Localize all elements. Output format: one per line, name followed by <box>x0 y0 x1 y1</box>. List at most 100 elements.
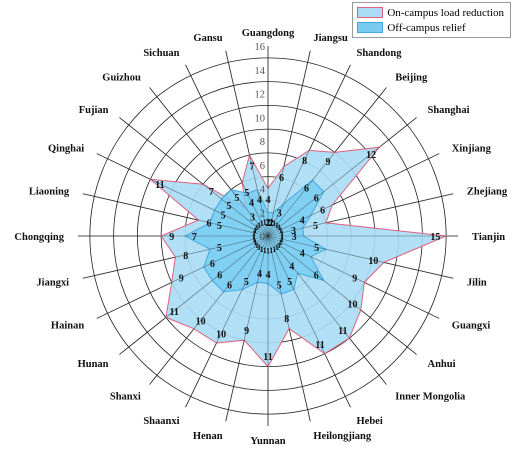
data-label-outer: 9 <box>179 274 184 285</box>
data-label-outer: 7 <box>249 161 254 172</box>
radial-tick-label: 4 <box>260 185 266 196</box>
data-label-center: 1 <box>266 218 270 227</box>
data-label-inner: 4 <box>289 262 294 273</box>
data-label-center: 1 <box>252 229 256 238</box>
grid-spoke-overlay <box>82 235 269 279</box>
data-label-inner: 5 <box>234 193 239 204</box>
data-label-center: 1 <box>272 245 276 254</box>
legend-item-on-campus: On-campus load reduction <box>357 5 504 20</box>
grid-spoke-overlay <box>225 50 269 237</box>
grid-spoke-overlay <box>267 50 311 237</box>
data-label-outer: 11 <box>315 340 324 351</box>
data-label-center: 1 <box>266 246 270 255</box>
category-label: Heilongjiang <box>313 431 372 442</box>
data-label-inner: 4 <box>266 270 271 281</box>
data-label-outer: 10 <box>196 317 206 328</box>
category-label: Beijing <box>395 73 428 84</box>
data-label-center: 1 <box>252 232 256 241</box>
category-label: Jiangxi <box>36 277 69 288</box>
data-label-inner: 5 <box>217 243 222 254</box>
data-label-center: 1 <box>280 232 284 241</box>
legend: On-campus load reduction Off-campus reli… <box>352 2 511 38</box>
data-label-outer: 10 <box>348 299 358 310</box>
category-label: Sichuan <box>143 48 179 59</box>
grid-spoke-overlay <box>267 235 454 279</box>
data-label-center: 1 <box>252 235 256 244</box>
data-label-inner: 5 <box>244 277 249 288</box>
data-label-outer: 9 <box>326 157 331 168</box>
data-label-inner: 5 <box>277 281 282 292</box>
data-label-inner: 5 <box>314 243 319 254</box>
data-label-inner: 6 <box>217 271 222 282</box>
data-label-center: 1 <box>280 229 284 238</box>
category-label: Henan <box>193 431 223 442</box>
data-label-outer: 5 <box>244 188 249 199</box>
category-label: Guangxi <box>452 321 491 332</box>
category-label: Anhui <box>428 359 456 370</box>
data-label-inner: 2 <box>269 218 274 229</box>
data-label-inner: 4 <box>257 195 262 206</box>
grid-spoke-overlay <box>96 235 269 319</box>
category-label: Hebei <box>357 416 383 427</box>
data-label-outer: 6 <box>320 206 325 217</box>
category-label: Tianjin <box>472 232 505 243</box>
category-label: Guizhou <box>102 73 141 84</box>
category-label: Hainan <box>51 321 84 332</box>
data-label-center: 1 <box>275 243 279 252</box>
category-label: Zhejiang <box>467 187 508 198</box>
radial-tick-label: 14 <box>255 66 266 77</box>
radial-tick-label: 10 <box>255 113 266 124</box>
data-label-outer: 9 <box>352 274 357 285</box>
data-label-center: 1 <box>277 241 281 250</box>
data-label-center: 1 <box>253 226 257 235</box>
grid-spoke-overlay <box>267 87 387 237</box>
data-label-center: 1 <box>279 226 283 235</box>
data-label-inner: 4 <box>300 216 305 227</box>
grid-spoke-overlay <box>185 64 269 237</box>
data-label-center: 1 <box>255 241 259 250</box>
grid-spoke-overlay <box>267 235 351 408</box>
grid-spoke-overlay <box>267 235 417 355</box>
data-label-center: 1 <box>263 246 267 255</box>
radial-tick-label: 2 <box>260 208 265 219</box>
data-label-center: 1 <box>260 219 264 228</box>
category-label: Shaanxi <box>143 416 179 427</box>
grid-spoke-overlay <box>119 117 269 237</box>
grid-spoke-overlay <box>185 235 269 408</box>
legend-item-off-campus: Off-campus relief <box>357 20 504 35</box>
grid-spoke-overlay <box>149 235 269 385</box>
data-label-outer: 5 <box>313 221 318 232</box>
category-label: Xinjiang <box>452 144 492 155</box>
category-label: Jilin <box>467 277 487 288</box>
data-label-outer: 12 <box>366 150 376 161</box>
data-label-inner: 6 <box>314 271 319 282</box>
data-label-center: 1 <box>257 221 261 230</box>
category-labels: Guangdong Jiangsu Shandong Beijing Shanghai X… <box>14 28 508 447</box>
legend-label: Off-campus relief <box>387 21 466 34</box>
category-label: Guangdong <box>242 28 295 39</box>
data-label-inner: 6 <box>314 194 319 205</box>
data-label-inner: 5 <box>227 201 232 212</box>
series-layer <box>78 46 458 426</box>
data-label-outer: 8 <box>183 251 188 262</box>
data-label-center: 1 <box>275 221 279 230</box>
data-label-center: 1 <box>257 243 261 252</box>
data-label-outer: 6 <box>207 219 212 230</box>
data-label-outer: 4 <box>266 195 271 206</box>
grid-spoke-overlay <box>119 235 269 355</box>
legend-swatch-off-campus <box>357 22 384 33</box>
data-label-inner: 4 <box>300 249 305 260</box>
category-label: Hunan <box>78 359 109 370</box>
data-label-inner: 2 <box>266 218 271 229</box>
data-label-inner: 3 <box>292 232 297 243</box>
data-label-center: 1 <box>280 235 284 244</box>
grid-spoke-overlay <box>267 235 387 385</box>
category-label: Yunnan <box>250 436 285 447</box>
data-label-outer: 11 <box>338 326 347 337</box>
grid-spoke-overlay <box>96 153 269 237</box>
data-label-inner: 6 <box>227 280 232 291</box>
data-label-inner: 6 <box>304 184 309 195</box>
data-label-center: 1 <box>277 223 281 232</box>
radial-tick-label: 8 <box>260 137 265 148</box>
